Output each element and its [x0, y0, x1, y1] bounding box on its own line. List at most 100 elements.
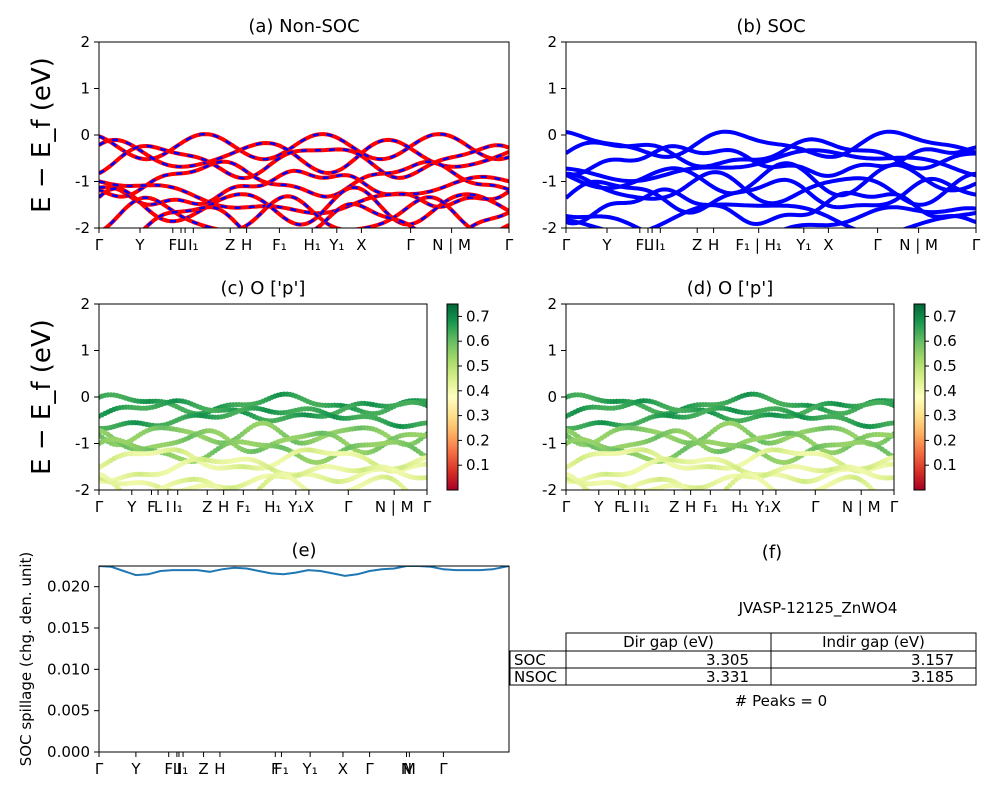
axes-frame [565, 41, 977, 229]
table-column-header: Dir gap (eV) [623, 633, 714, 651]
x-tick-label: M [403, 760, 416, 778]
band-point [222, 490, 227, 495]
x-tick-label: Y₁ [328, 236, 344, 254]
band-point [338, 491, 343, 496]
x-tick-label: F [271, 760, 280, 778]
x-tick-label: Γ [344, 498, 353, 516]
x-tick-label: F₁ [274, 760, 289, 778]
colorbar-tick-label: 0.1 [466, 456, 490, 474]
colorbar-tick-label: 0.2 [466, 431, 490, 449]
x-tick-label: I [650, 236, 654, 254]
x-tick-label: L [173, 760, 182, 778]
band-point [605, 496, 610, 501]
x-tick-label: Γ [562, 236, 571, 254]
x-tick-label: I [183, 236, 187, 254]
band-point [121, 489, 124, 490]
axes-frame [98, 303, 428, 491]
band-point [329, 493, 334, 498]
x-tick-label: I₁ [173, 498, 183, 516]
y-tick-label: 1 [547, 342, 557, 360]
panel-title: (c) O ['p'] [221, 278, 306, 299]
colorbar-tick-label: 0.6 [466, 332, 490, 350]
axes-frame [98, 565, 510, 753]
band-point [802, 492, 807, 497]
band-point [617, 491, 622, 496]
band-point [225, 493, 230, 498]
x-tick-label: H [241, 236, 252, 254]
x-tick-label: L [621, 498, 630, 516]
x-tick-label: H₁ [731, 498, 748, 516]
x-tick-label: F₁ | H₁ [735, 236, 782, 254]
x-tick-label: Z [669, 498, 679, 516]
colorbar-tick-label: 0.6 [933, 332, 957, 350]
colorbar-tick-label: 0.3 [933, 407, 957, 425]
x-tick-label: Z [225, 236, 235, 254]
band-point [799, 493, 804, 498]
y-tick-label: -2 [75, 219, 90, 237]
x-tick-label: N | M [842, 498, 881, 516]
panel-d: (d) O ['p'] -2 -1 0 1 2 Γ Y FL I I₁ Z H F₁ H₁ Y₁ X Γ N | M… [542, 278, 957, 516]
band-point [692, 493, 697, 498]
band-line-blue [103, 195, 509, 228]
x-tick-label: Y₁ [754, 498, 770, 516]
band-line-blue [99, 143, 509, 180]
colorbar-tick-label: 0.3 [466, 407, 490, 425]
x-tick-label: F [164, 760, 173, 778]
y-tick-label: 1 [80, 80, 90, 98]
band-point [784, 494, 789, 499]
x-tick-label: I₁ [655, 236, 665, 254]
x-tick-label: Γ [811, 498, 820, 516]
y-tick-label: 2 [547, 295, 557, 313]
y-tick-label: 0 [547, 126, 557, 144]
x-tick-label: Γ [423, 498, 432, 516]
x-tick-label: Y [130, 760, 141, 778]
band-point [588, 489, 591, 490]
x-tick-label: Γ [95, 498, 104, 516]
panel-b: (b) SOC -2 -1 0 1 2 Γ Y F LI I₁ Z H F₁ | H₁ Y₁ X Γ N | M Γ [542, 16, 981, 254]
panel-a: (a) Non-SOC -2 -1 0 1 2 Γ Y F LI I₁ Z H F₁ H₁ Y₁ X Γ N | M… [27, 16, 514, 254]
band-point [891, 461, 894, 467]
y-tick-label: -1 [542, 173, 557, 191]
band-point [590, 492, 595, 497]
y-tick-label: -1 [75, 435, 90, 453]
x-tick-label: Y₁ [302, 760, 318, 778]
x-tick-label: X [356, 236, 366, 254]
panel-title: (a) Non-SOC [248, 16, 359, 37]
band-point [424, 454, 427, 460]
x-tick-label: Y [134, 236, 145, 254]
band-line-blue [99, 138, 509, 175]
band-line-red [99, 132, 509, 162]
y-tick-label: -2 [542, 481, 557, 499]
table-column-header: Indir gap (eV) [822, 633, 925, 651]
band-line [566, 129, 976, 159]
band-point [320, 494, 325, 499]
band-point [326, 494, 331, 499]
x-tick-label: L [644, 236, 653, 254]
table-cell: 3.185 [911, 668, 954, 686]
x-tick-label: L [154, 498, 163, 516]
band-point [138, 496, 143, 501]
band-point [781, 493, 786, 498]
x-tick-label: F₁ [236, 498, 251, 516]
band-line [566, 205, 976, 228]
colorbar-tick-label: 0.7 [466, 307, 490, 325]
band-point [874, 490, 879, 495]
bands [566, 129, 976, 228]
x-tick-label: Γ [890, 498, 899, 516]
x-tick-label: X [304, 498, 314, 516]
y-tick-label: 0.015 [47, 619, 90, 637]
projected-bands [566, 391, 894, 502]
band-point [883, 497, 888, 502]
x-tick-label: Z [202, 498, 212, 516]
band-point [584, 487, 590, 490]
y-axis-label: E − E_f (eV) [27, 57, 57, 213]
band-line [566, 187, 976, 227]
band-point [123, 492, 128, 497]
band-point [608, 495, 613, 500]
spillage-line [99, 566, 509, 577]
x-tick-label: I [166, 498, 170, 516]
bands [99, 132, 509, 228]
x-tick-label: I [177, 760, 181, 778]
